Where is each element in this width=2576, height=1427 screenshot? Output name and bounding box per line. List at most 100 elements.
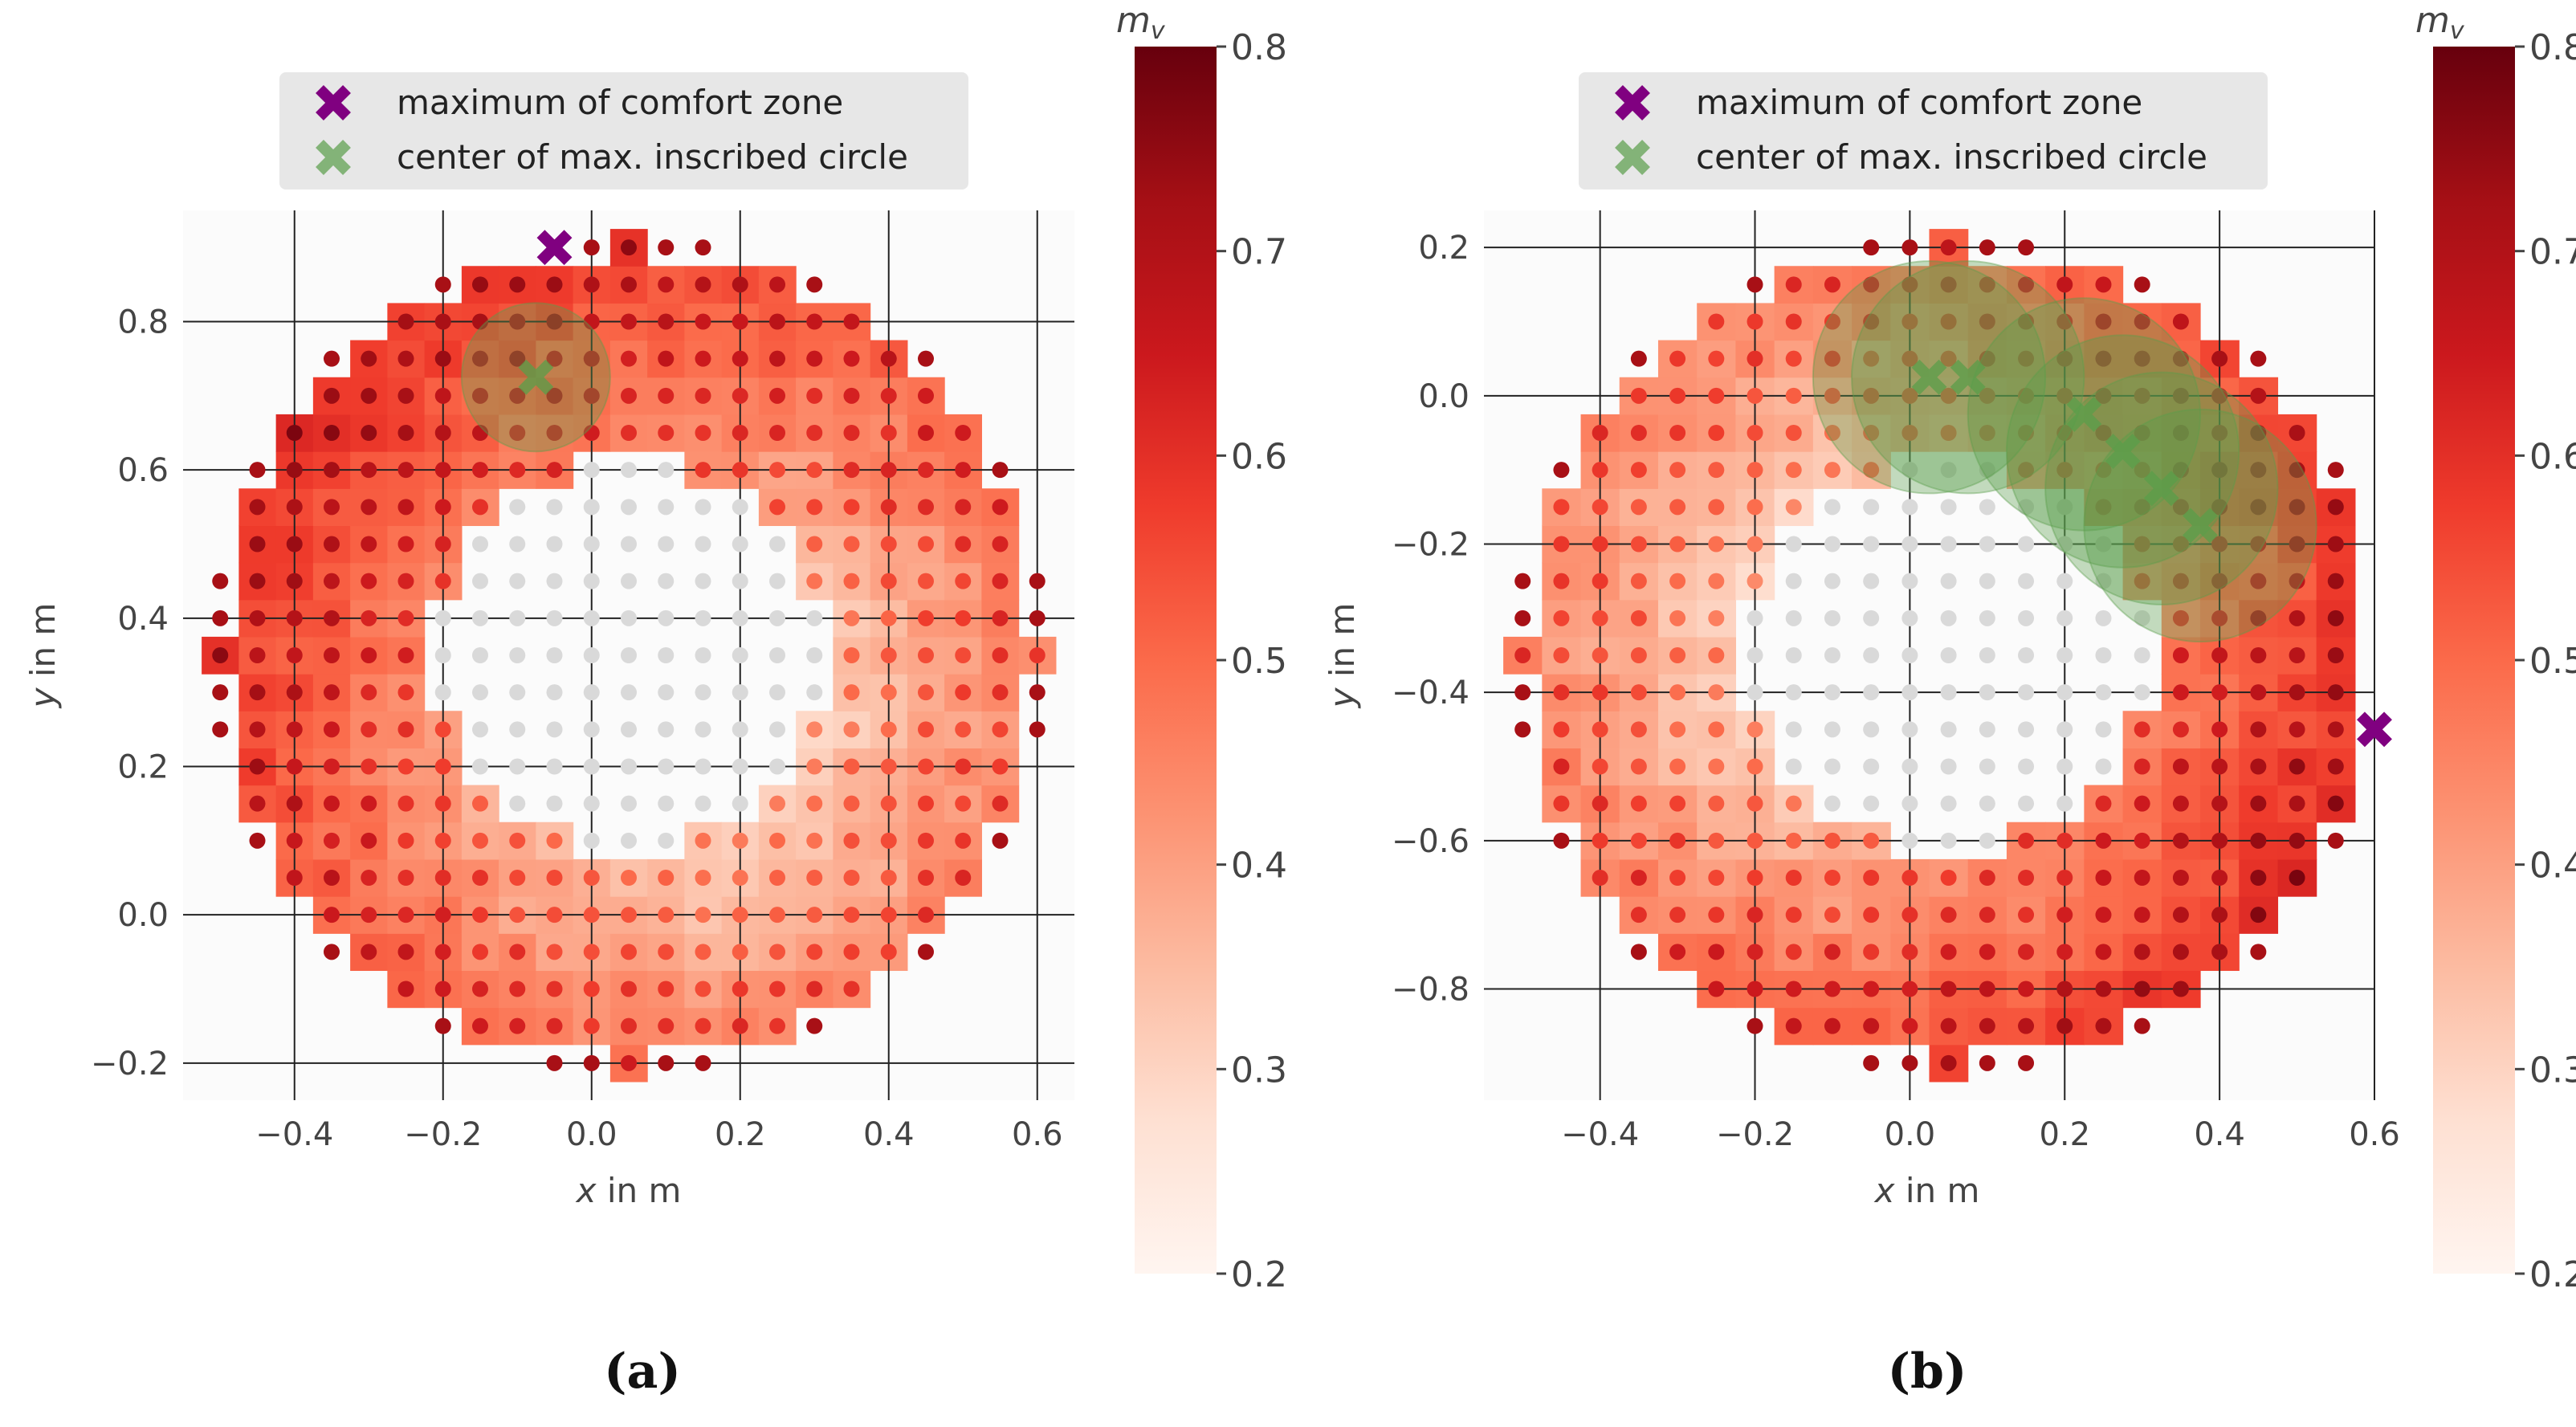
data-point xyxy=(2018,350,2035,367)
data-points-a xyxy=(212,239,1045,1071)
data-point xyxy=(2327,462,2344,479)
data-point-grey xyxy=(509,610,526,626)
data-point-grey xyxy=(1785,647,1802,663)
data-point xyxy=(806,870,823,886)
x-ticks-a: −0.4 −0.2 0.0 0.2 0.4 0.6 xyxy=(255,1116,1062,1153)
data-point xyxy=(2134,907,2150,923)
maximum-marker-icon xyxy=(1615,85,1650,120)
data-point xyxy=(2172,425,2189,441)
data-point xyxy=(249,832,266,849)
data-point xyxy=(2250,684,2267,701)
data-point xyxy=(1979,981,1995,997)
legend-label-maximum-b: maximum of comfort zone xyxy=(1696,83,2142,122)
data-point xyxy=(2211,907,2228,923)
data-point-grey xyxy=(695,573,711,589)
data-point xyxy=(361,425,377,441)
data-point-grey xyxy=(583,758,600,775)
data-point xyxy=(2289,536,2305,552)
data-point xyxy=(1979,313,1995,330)
data-point xyxy=(361,684,377,701)
data-point xyxy=(806,721,823,738)
data-point xyxy=(769,795,785,812)
data-point xyxy=(2172,870,2189,886)
y-tick-label: −0.2 xyxy=(1392,527,1469,564)
data-point xyxy=(918,795,934,812)
data-point xyxy=(1592,684,1608,701)
data-point-grey xyxy=(1785,610,1802,626)
data-point xyxy=(324,721,340,738)
data-point xyxy=(583,276,600,293)
panel-label-b: (b) xyxy=(1888,1343,1967,1400)
data-point-grey xyxy=(1979,499,1995,516)
data-point xyxy=(2211,425,2228,441)
data-point xyxy=(397,350,414,367)
data-point xyxy=(955,647,972,663)
data-point xyxy=(249,684,266,701)
data-point xyxy=(546,313,563,330)
data-point-grey xyxy=(1863,610,1880,626)
data-point xyxy=(1553,610,1570,626)
data-point xyxy=(361,832,377,849)
data-point xyxy=(1940,425,1957,441)
data-point-grey xyxy=(1979,462,1995,479)
data-point xyxy=(769,276,785,293)
data-point xyxy=(2134,721,2150,738)
data-point xyxy=(2250,573,2267,589)
data-point xyxy=(769,944,785,960)
data-point xyxy=(1630,684,1647,701)
data-point xyxy=(434,536,451,552)
data-point xyxy=(1029,573,1045,589)
data-point xyxy=(2134,536,2150,552)
data-point xyxy=(1669,573,1686,589)
data-point xyxy=(1708,832,1725,849)
data-point xyxy=(1029,721,1045,738)
data-point-grey xyxy=(1824,499,1840,516)
colorbar-ticks-a: 0.2 0.3 0.4 0.5 0.6 0.7 0.8 xyxy=(1217,27,1287,1295)
data-point xyxy=(361,721,377,738)
x-tick-label: −0.4 xyxy=(255,1116,333,1153)
data-point xyxy=(472,276,488,293)
data-point-grey xyxy=(658,832,675,849)
data-point-grey xyxy=(1901,795,1918,812)
data-point xyxy=(1747,795,1763,812)
data-point-grey xyxy=(2018,684,2035,701)
data-point xyxy=(2211,350,2228,367)
data-point xyxy=(1824,276,1840,293)
data-point xyxy=(2172,536,2189,552)
data-point xyxy=(1747,721,1763,738)
data-point xyxy=(1630,462,1647,479)
data-point xyxy=(2250,907,2267,923)
data-point xyxy=(880,870,897,886)
data-point xyxy=(249,573,266,589)
data-point xyxy=(1940,870,1957,886)
colorbar-tick-label: 0.5 xyxy=(1231,641,1287,682)
colorbar-label-a: mv xyxy=(1116,0,1166,45)
data-point xyxy=(397,647,414,663)
data-point xyxy=(472,795,488,812)
data-point-grey xyxy=(2056,536,2073,552)
data-point-grey xyxy=(2056,684,2073,701)
colorbar-tick-label: 0.7 xyxy=(1231,232,1287,273)
data-point xyxy=(732,944,748,960)
data-point-grey xyxy=(583,795,600,812)
data-point xyxy=(1979,425,1995,441)
data-point xyxy=(1592,832,1608,849)
data-point-grey xyxy=(732,758,748,775)
data-point xyxy=(992,573,1009,589)
data-point-grey xyxy=(472,721,488,738)
data-point xyxy=(1979,1017,1995,1034)
data-point xyxy=(1553,499,1570,516)
data-point-grey xyxy=(583,536,600,552)
data-point-grey xyxy=(583,610,600,626)
data-point xyxy=(1708,350,1725,367)
data-point xyxy=(2018,239,2035,256)
data-point xyxy=(583,981,600,997)
data-point-grey xyxy=(472,573,488,589)
data-point xyxy=(732,313,748,330)
data-point xyxy=(1592,610,1608,626)
legend-b: maximum of comfort zone center of max. i… xyxy=(1579,72,2268,190)
data-point xyxy=(2018,425,2035,441)
data-point xyxy=(1979,387,1995,404)
data-point xyxy=(212,610,229,626)
data-point xyxy=(434,870,451,886)
